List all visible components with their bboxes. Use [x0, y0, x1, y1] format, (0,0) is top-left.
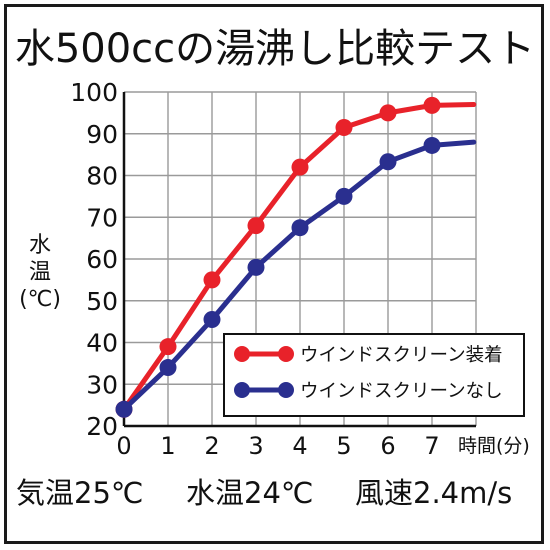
axes	[122, 92, 476, 428]
legend-marker-1	[234, 346, 250, 362]
x-tick-label: 7	[424, 432, 439, 460]
y-tick-label: 60	[86, 245, 118, 274]
x-axis-label: 時間(分)	[458, 435, 530, 457]
y-tick-label: 30	[86, 370, 118, 399]
y-axis-label: 水 温 (℃)	[18, 232, 62, 313]
y-tick-label: 70	[86, 203, 118, 232]
series-group	[115, 96, 477, 418]
y-tick-label: 50	[86, 287, 118, 316]
x-tick-label: 5	[336, 432, 351, 460]
legend-marker-2	[278, 382, 294, 398]
data-point-series-2	[379, 153, 397, 171]
x-tick-label: 6	[380, 432, 395, 460]
y-tick-label: 40	[86, 329, 118, 358]
x-tick-label: 0	[116, 432, 131, 460]
data-point-series-2	[115, 400, 133, 418]
y-axis-label-char-2: 温	[28, 260, 51, 285]
chart-title: 水500ccの湯沸し比較テスト	[14, 26, 536, 72]
water-temp-label: 水温24℃	[186, 476, 314, 510]
y-axis-label-unit: (℃)	[19, 287, 61, 312]
data-point-series-2	[423, 136, 441, 154]
x-tick-label: 4	[292, 432, 307, 460]
data-point-series-1	[159, 338, 177, 356]
data-point-series-2	[291, 219, 309, 237]
data-point-series-1	[379, 104, 397, 122]
data-point-series-1	[291, 158, 309, 176]
data-point-series-1	[335, 118, 353, 136]
legend-box	[223, 333, 525, 417]
y-tick-label: 20	[86, 412, 118, 441]
data-point-series-2	[247, 258, 265, 276]
y-tick-label: 90	[86, 120, 118, 149]
data-point-series-2	[335, 187, 353, 205]
data-point-series-1	[203, 271, 221, 289]
wind-speed-label: 風速2.4m/s	[355, 476, 513, 510]
data-point-series-1	[423, 96, 441, 114]
x-tick-label: 2	[204, 432, 219, 460]
data-point-series-2	[203, 311, 221, 329]
data-point-series-2	[159, 359, 177, 377]
legend-label-1: ウインドスクリーン装着	[300, 345, 503, 366]
x-tick-label: 1	[160, 432, 175, 460]
y-tick-label: 80	[86, 162, 118, 191]
legend-label-2: ウインドスクリーンなし	[300, 381, 503, 402]
tick-labels: 20 30 40 50 60 70 80 90 100 0 1 2 3 4 5 6 7 時間(分)	[70, 78, 530, 460]
legend-marker-1	[278, 346, 294, 362]
legend-marker-2	[234, 382, 250, 398]
air-temp-label: 気温25℃	[16, 476, 144, 510]
x-tick-label: 3	[248, 432, 263, 460]
data-point-series-1	[247, 217, 265, 235]
y-tick-label: 100	[70, 78, 118, 107]
y-axis-label-char-1: 水	[28, 233, 51, 258]
